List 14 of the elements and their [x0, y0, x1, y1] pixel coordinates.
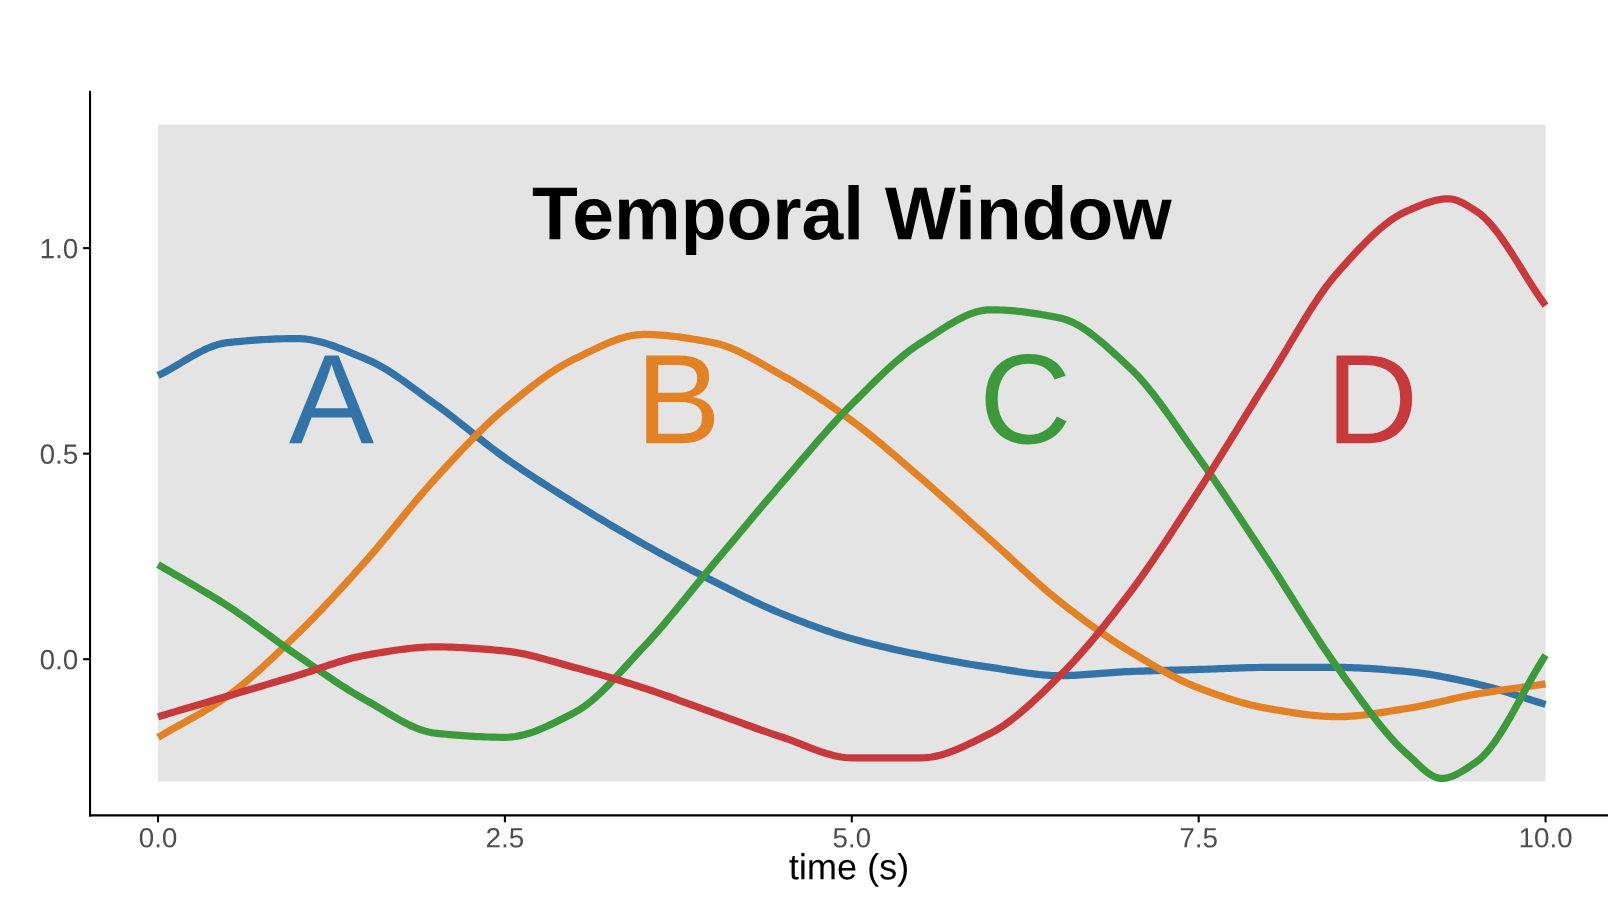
y-tick-label: 0.5	[40, 444, 78, 464]
band-label: Temporal Window	[532, 185, 1172, 255]
series-label: B	[646, 355, 715, 444]
x-tick-label: 0.0	[139, 827, 177, 848]
x-tick-label: 10.0	[1520, 827, 1572, 848]
y-tick-label: 1.0	[41, 238, 78, 259]
x-tick-label: 5.0	[833, 827, 871, 848]
x-axis-title: time (s)	[789, 853, 907, 887]
series-label: D	[1336, 355, 1413, 444]
x-tick-label: 2.5	[487, 827, 524, 848]
series-label: C	[985, 354, 1067, 445]
x-tick-label: 7.5	[1180, 828, 1217, 848]
series-label: A	[289, 355, 374, 444]
y-tick-label: 0.0	[40, 649, 78, 670]
